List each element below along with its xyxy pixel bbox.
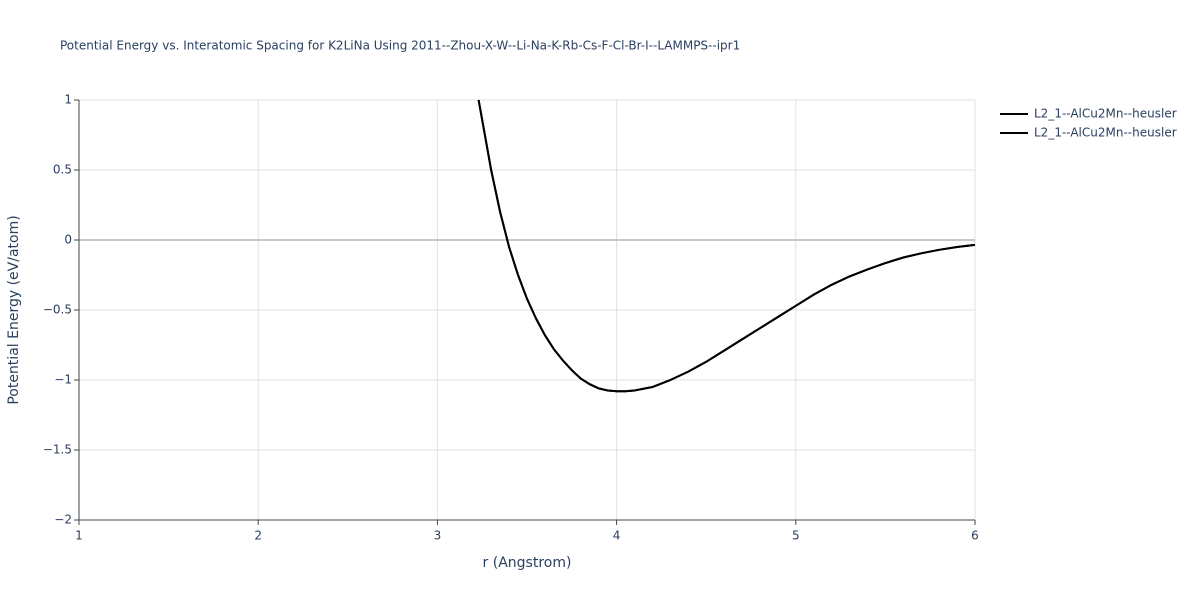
x-tick-label: 5 bbox=[792, 529, 800, 543]
x-tick-label: 4 bbox=[613, 529, 621, 543]
y-tick-label: −1 bbox=[54, 373, 72, 387]
y-tick-label: 0 bbox=[64, 233, 72, 247]
x-tick-label: 3 bbox=[434, 529, 442, 543]
x-axis-title: r (Angstrom) bbox=[483, 555, 572, 571]
x-tick-label: 2 bbox=[254, 529, 262, 543]
legend-label: L2_1--AlCu2Mn--heusler bbox=[1034, 107, 1177, 121]
y-tick-label: −2 bbox=[54, 513, 72, 527]
chart-title: Potential Energy vs. Interatomic Spacing… bbox=[60, 39, 740, 53]
y-tick-label: −0.5 bbox=[43, 303, 72, 317]
y-tick-label: 0.5 bbox=[53, 163, 72, 177]
y-axis-title: Potential Energy (eV/atom) bbox=[6, 215, 22, 404]
legend-label: L2_1--AlCu2Mn--heusler bbox=[1034, 126, 1177, 140]
y-tick-label: −1.5 bbox=[43, 443, 72, 457]
x-tick-label: 6 bbox=[971, 529, 979, 543]
data-line bbox=[477, 99, 976, 393]
x-tick-label: 1 bbox=[75, 529, 83, 543]
y-tick-label: 1 bbox=[64, 93, 72, 107]
